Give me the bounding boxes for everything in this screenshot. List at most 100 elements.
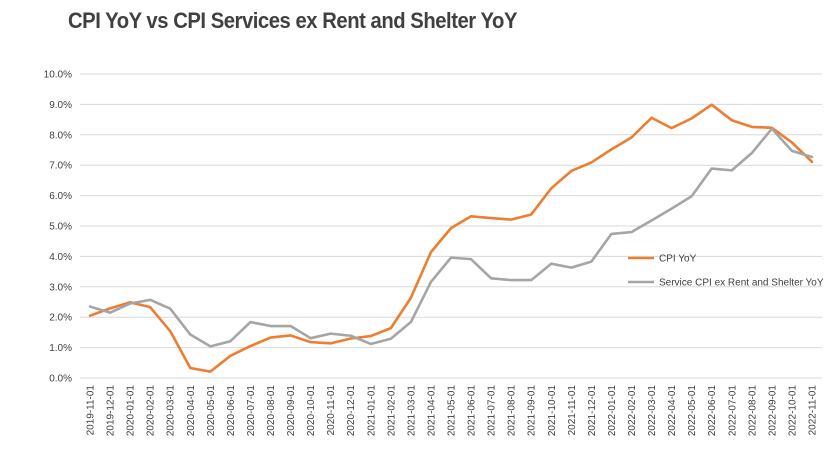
data-point bbox=[109, 312, 111, 314]
data-point bbox=[490, 217, 492, 219]
x-tick-label: 2021-09-01 bbox=[527, 385, 538, 437]
data-point bbox=[370, 335, 372, 337]
x-tick-label: 2022-02-01 bbox=[627, 385, 638, 437]
y-tick-label: 1.0% bbox=[49, 343, 72, 354]
data-point bbox=[691, 117, 693, 119]
data-point bbox=[289, 334, 292, 337]
data-point bbox=[590, 260, 592, 263]
data-point bbox=[149, 299, 151, 301]
data-point bbox=[811, 161, 813, 163]
x-tick-label: 2021-03-01 bbox=[406, 385, 417, 437]
x-tick-label: 2020-02-01 bbox=[146, 385, 157, 437]
data-point bbox=[89, 315, 91, 317]
data-point bbox=[510, 219, 512, 221]
data-point bbox=[310, 337, 312, 339]
x-tick-label: 2022-11-01 bbox=[807, 385, 818, 436]
x-tick-label: 2021-02-01 bbox=[386, 385, 397, 437]
data-point bbox=[189, 333, 191, 336]
data-point bbox=[630, 136, 633, 139]
y-tick-label: 2.0% bbox=[49, 313, 72, 324]
x-tick-label: 2021-10-01 bbox=[547, 385, 558, 437]
x-tick-label: 2020-10-01 bbox=[306, 385, 317, 437]
data-point bbox=[330, 333, 332, 335]
data-point bbox=[229, 340, 232, 342]
data-point bbox=[490, 277, 492, 279]
x-tick-label: 2020-03-01 bbox=[166, 385, 177, 437]
y-tick-label: 10.0% bbox=[44, 70, 72, 81]
data-point bbox=[169, 330, 171, 332]
data-point bbox=[590, 161, 592, 164]
x-tick-label: 2021-07-01 bbox=[487, 385, 498, 437]
data-point bbox=[811, 156, 813, 158]
x-tick-label: 2021-06-01 bbox=[467, 385, 478, 437]
data-point bbox=[530, 213, 532, 216]
data-point bbox=[330, 342, 332, 344]
x-tick-label: 2020-04-01 bbox=[186, 385, 197, 437]
data-point bbox=[289, 325, 292, 327]
data-point bbox=[430, 251, 432, 253]
y-tick-label: 4.0% bbox=[49, 252, 72, 263]
x-tick-label: 2020-06-01 bbox=[226, 385, 237, 437]
data-point bbox=[310, 341, 312, 343]
gridlines bbox=[80, 73, 822, 379]
x-tick-label: 2022-05-01 bbox=[687, 385, 698, 437]
data-point bbox=[691, 195, 693, 197]
data-point bbox=[650, 219, 653, 222]
data-point bbox=[189, 367, 191, 369]
data-point bbox=[269, 325, 272, 327]
legend: CPI YoY Service CPI ex Rent and Shelter Y… bbox=[628, 254, 824, 289]
data-point bbox=[610, 233, 613, 235]
x-tick-label: 2020-05-01 bbox=[206, 385, 217, 437]
series-lines bbox=[88, 103, 814, 373]
x-tick-label: 2021-08-01 bbox=[507, 385, 518, 437]
x-axis-tick-labels: 2019-11-01 2019-12-01 2020-01-01 2020-02-01… bbox=[86, 385, 819, 437]
x-tick-label: 2022-04-01 bbox=[667, 385, 678, 437]
data-point bbox=[350, 335, 352, 337]
data-point bbox=[470, 215, 472, 217]
series-line bbox=[88, 127, 814, 348]
data-point bbox=[249, 321, 252, 323]
x-tick-label: 2019-12-01 bbox=[106, 385, 117, 437]
data-point bbox=[129, 302, 131, 305]
x-tick-label: 2021-01-01 bbox=[366, 385, 377, 437]
data-point bbox=[109, 307, 111, 309]
x-tick-label: 2020-08-01 bbox=[266, 385, 277, 437]
y-tick-label: 0.0% bbox=[49, 374, 72, 385]
data-point bbox=[370, 343, 372, 345]
x-tick-label: 2022-09-01 bbox=[767, 385, 778, 437]
data-point bbox=[410, 321, 412, 323]
data-point bbox=[470, 258, 472, 260]
data-point bbox=[711, 167, 713, 170]
data-point bbox=[410, 297, 412, 299]
series-group bbox=[88, 127, 814, 348]
data-point bbox=[791, 141, 793, 143]
x-tick-label: 2020-11-01 bbox=[326, 385, 337, 436]
data-point bbox=[390, 327, 392, 329]
data-point bbox=[430, 281, 432, 283]
y-tick-label: 6.0% bbox=[49, 191, 72, 202]
y-tick-label: 5.0% bbox=[49, 222, 72, 233]
data-point bbox=[630, 231, 633, 233]
data-point bbox=[731, 119, 733, 121]
y-axis-tick-labels: 0.0% 1.0% 2.0% 3.0% 4.0% 5.0% 6.0% 7.0% 8.0% 9.0%… bbox=[44, 70, 72, 385]
series-line bbox=[88, 103, 814, 373]
data-point bbox=[450, 257, 452, 259]
data-point bbox=[350, 337, 352, 340]
x-tick-label: 2022-08-01 bbox=[747, 385, 758, 437]
data-point bbox=[510, 279, 512, 281]
x-tick-label: 2019-11-01 bbox=[86, 385, 97, 436]
x-tick-label: 2020-12-01 bbox=[346, 385, 357, 437]
data-point bbox=[530, 279, 532, 281]
data-point bbox=[570, 267, 572, 269]
x-tick-label: 2022-07-01 bbox=[727, 385, 738, 437]
data-point bbox=[89, 305, 91, 308]
legend-label: Service CPI ex Rent and Shelter YoY bbox=[659, 278, 824, 289]
series-group bbox=[88, 103, 814, 373]
data-point bbox=[751, 126, 753, 128]
x-tick-label: 2022-01-01 bbox=[607, 385, 618, 437]
data-point bbox=[670, 208, 673, 210]
data-point bbox=[570, 170, 572, 172]
x-tick-label: 2022-10-01 bbox=[787, 385, 798, 437]
chart-title: CPI YoY vs CPI Services ex Rent and Shel… bbox=[68, 8, 517, 33]
